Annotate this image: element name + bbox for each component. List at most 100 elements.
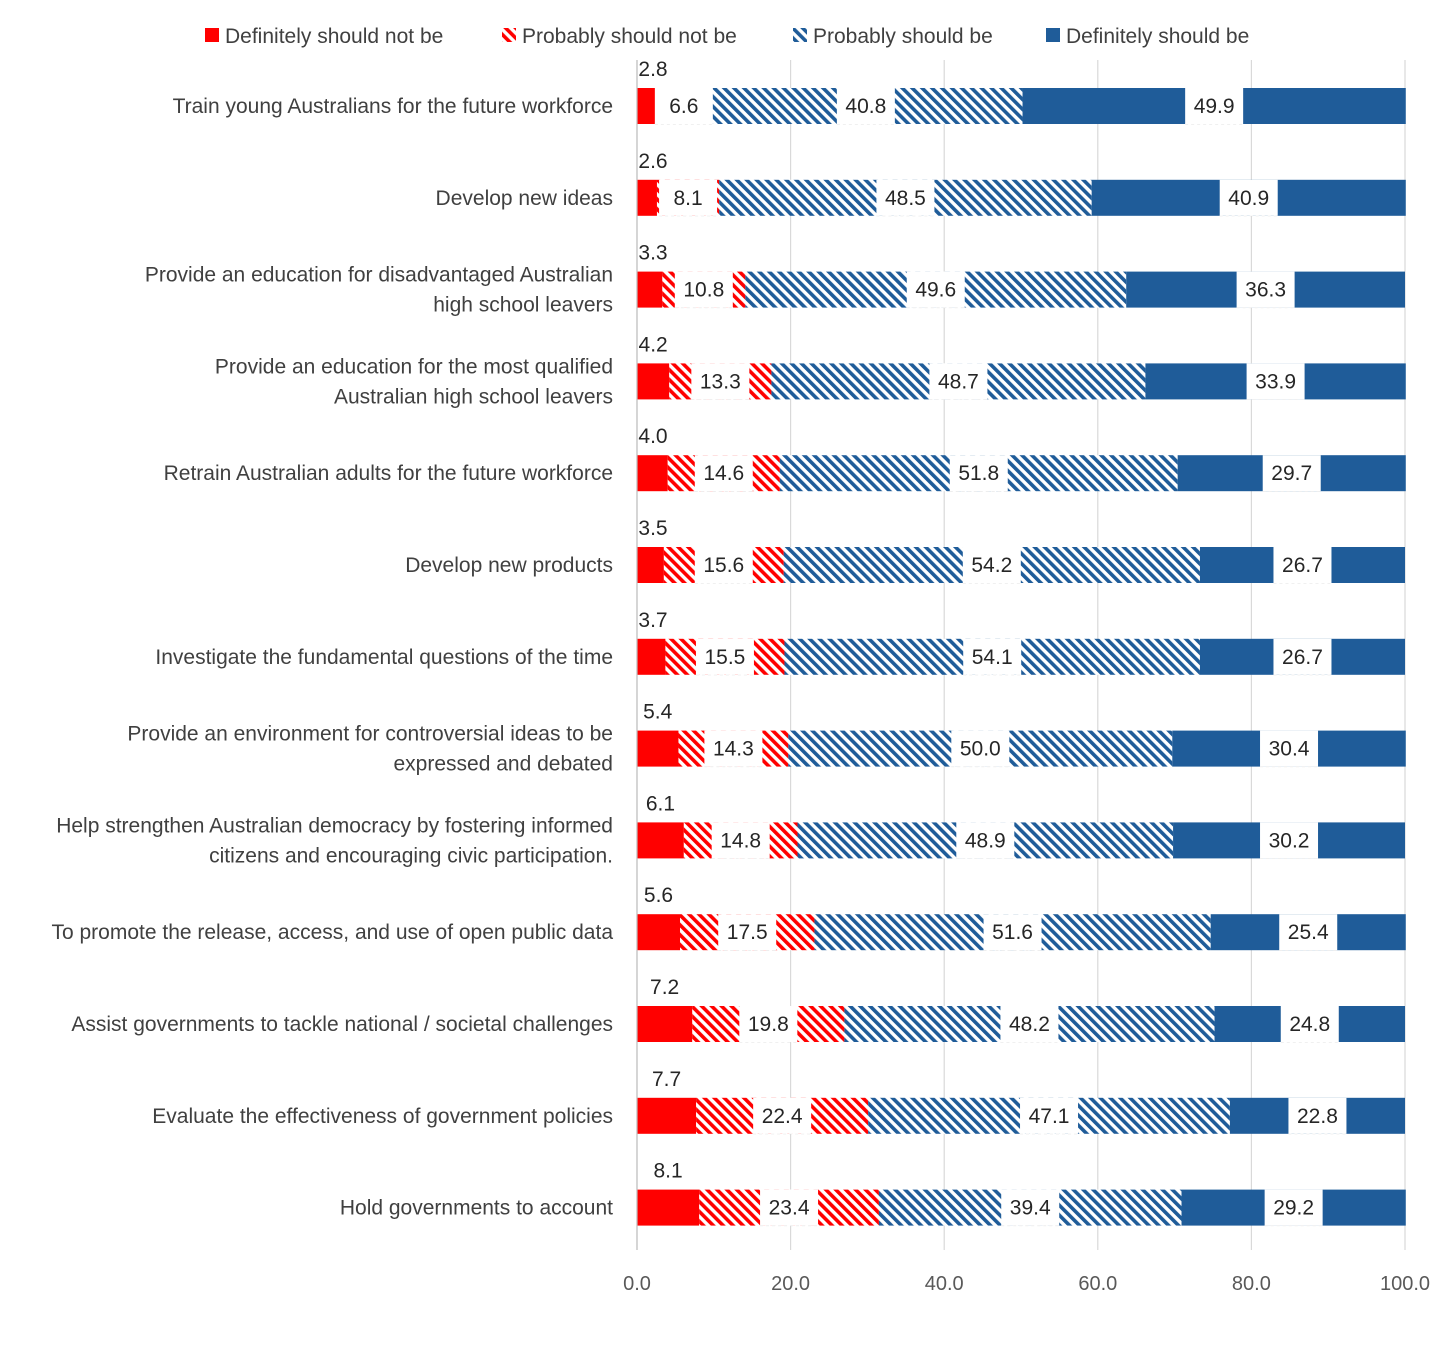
label-gap	[1236, 271, 1295, 308]
label-gap	[739, 1006, 798, 1042]
data-label: 19.8	[748, 1013, 789, 1036]
data-label: 26.7	[1282, 646, 1323, 669]
category-label: Assist governments to tackle national / …	[71, 1013, 613, 1036]
label-gap	[1279, 914, 1338, 951]
data-label: 48.7	[938, 370, 979, 393]
category-label: Develop new ideas	[436, 187, 613, 210]
label-gap	[1260, 822, 1319, 859]
legend-label: Probably should not be	[522, 25, 737, 48]
data-label: 10.8	[683, 279, 724, 302]
data-label: 13.3	[700, 370, 741, 393]
data-label: 15.6	[703, 554, 744, 577]
label-gap	[1264, 1189, 1323, 1226]
legend-swatch	[502, 28, 516, 42]
legend: Definitely should not be Probably should …	[205, 25, 1249, 48]
data-label: 5.6	[644, 884, 673, 907]
data-label: 47.1	[1029, 1105, 1070, 1128]
bar-definitely-not	[637, 1097, 697, 1134]
data-label: 29.2	[1273, 1197, 1314, 1220]
category-label: Train young Australians for the future w…	[173, 95, 613, 118]
x-tick-label: 100.0	[1380, 1273, 1430, 1295]
label-gap	[956, 822, 1015, 859]
data-label: 30.2	[1269, 829, 1310, 852]
bar-definitely-not	[637, 455, 668, 492]
label-gap	[704, 730, 763, 767]
data-label: 25.4	[1288, 921, 1329, 944]
data-label: 7.2	[650, 976, 679, 999]
label-gap	[654, 88, 713, 124]
label-gap	[836, 88, 895, 124]
data-label: 2.8	[638, 58, 667, 81]
data-label: 3.3	[638, 242, 667, 265]
data-label: 17.5	[727, 921, 768, 944]
legend-swatch	[205, 28, 219, 42]
data-label: 36.3	[1245, 279, 1286, 302]
label-gap	[1020, 1097, 1079, 1134]
data-label: 48.9	[965, 829, 1006, 852]
legend-swatch	[793, 28, 807, 42]
data-label: 14.6	[703, 462, 744, 485]
data-label: 29.7	[1271, 462, 1312, 485]
category-label: Evaluate the effectiveness of government…	[152, 1105, 613, 1128]
label-gap	[694, 547, 753, 583]
label-gap	[1001, 1189, 1060, 1226]
bar-definitely-not	[637, 914, 681, 951]
label-gap	[951, 730, 1010, 767]
x-tick-label: 60.0	[1078, 1273, 1117, 1295]
bar-definitely-not	[637, 822, 684, 859]
data-label: 6.1	[646, 792, 675, 815]
label-gap	[963, 638, 1022, 675]
label-gap	[659, 179, 718, 216]
data-label: 54.1	[972, 646, 1013, 669]
label-gap	[962, 547, 1021, 583]
bar-definitely-not	[637, 638, 666, 675]
label-gap	[1273, 547, 1332, 583]
data-label: 49.6	[915, 279, 956, 302]
data-label: 8.1	[654, 1160, 683, 1183]
legend-label: Probably should be	[813, 25, 993, 48]
category-label: Provide an environment for controversial…	[127, 723, 613, 776]
label-gap	[1288, 1097, 1347, 1134]
bar-definitely-not	[637, 1006, 693, 1042]
category-label: Help strengthen Australian democracy by …	[56, 814, 613, 867]
data-label: 4.0	[638, 425, 667, 448]
category-label: Hold governments to account	[340, 1197, 613, 1220]
data-label: 3.5	[638, 517, 667, 540]
bar-definitely-not	[637, 271, 663, 308]
category-label: Provide an education for disadvantaged A…	[145, 264, 613, 317]
label-gap	[1262, 455, 1321, 492]
label-gap	[1260, 730, 1319, 767]
data-label: 14.8	[720, 829, 761, 852]
bar-definitely-not	[637, 363, 670, 400]
category-label: Investigate the fundamental questions of…	[155, 646, 613, 669]
category-label: To promote the release, access, and use …	[51, 921, 613, 944]
bar-definitely-not	[637, 1189, 700, 1226]
label-gap	[694, 455, 753, 492]
category-labels: Train young Australians for the future w…	[51, 95, 613, 1220]
data-label: 3.7	[638, 609, 667, 632]
data-labels: 2.86.6 40.8 49.9 2.6 8.1 48.5 40.9 3.3 10.8 49.6 3…	[638, 58, 1347, 1227]
data-label: 26.7	[1282, 554, 1323, 577]
bar-definitely-not	[637, 179, 657, 216]
data-label: 8.1	[673, 187, 702, 210]
bar-definitely-not	[637, 88, 659, 124]
label-gap	[906, 271, 965, 308]
x-tick-label: 40.0	[925, 1273, 964, 1295]
category-label: Retrain Australian adults for the future…	[164, 462, 613, 485]
x-tick-label: 80.0	[1232, 1273, 1271, 1295]
data-label: 40.9	[1228, 187, 1269, 210]
label-gap	[691, 363, 750, 400]
data-label: 48.5	[885, 187, 926, 210]
label-gap	[929, 363, 988, 400]
legend-label: Definitely should be	[1066, 25, 1249, 48]
legend-label: Definitely should not be	[225, 25, 443, 48]
data-label: 5.4	[643, 701, 673, 724]
label-gap	[711, 822, 770, 859]
data-label: 22.8	[1297, 1105, 1338, 1128]
label-gap	[1219, 179, 1278, 216]
label-gap	[1280, 1006, 1339, 1042]
data-label: 33.9	[1255, 370, 1296, 393]
label-gap	[983, 914, 1042, 951]
category-label: Provide an education for the most qualif…	[215, 355, 613, 408]
label-gap	[753, 1097, 812, 1134]
